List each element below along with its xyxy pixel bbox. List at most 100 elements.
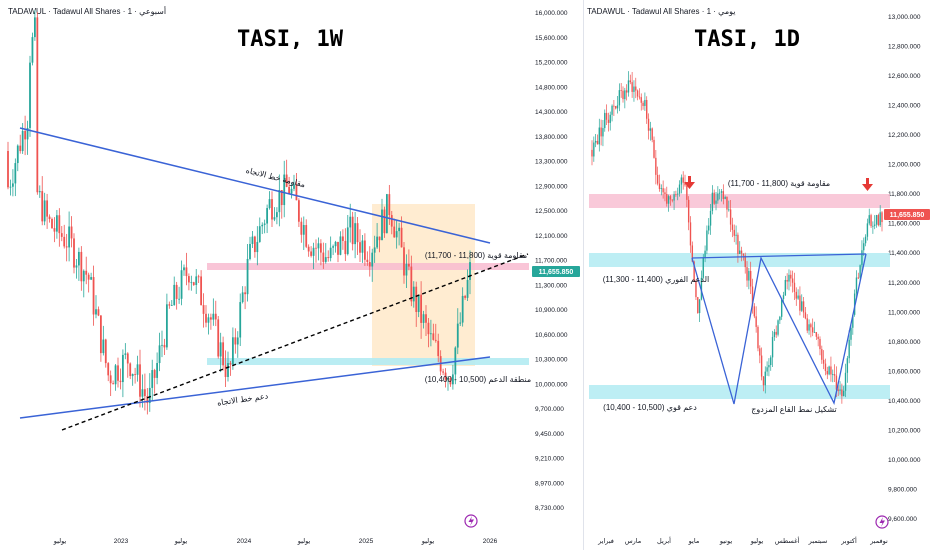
candle (183, 264, 185, 276)
candle (779, 315, 781, 325)
x-tick-label: مارس (625, 538, 642, 545)
candle (21, 123, 24, 154)
candle (207, 313, 210, 335)
weekly-trendlines (19, 127, 529, 431)
candle (708, 218, 710, 235)
candle (877, 213, 880, 227)
candle (656, 166, 659, 186)
candle (715, 191, 717, 211)
candle (136, 355, 139, 382)
candle (222, 336, 225, 371)
candle (434, 323, 437, 343)
candle (90, 272, 93, 281)
candle (864, 234, 867, 247)
y-tick-label: 10,600.000 (535, 332, 568, 339)
candle (687, 196, 690, 231)
candle (733, 224, 735, 243)
candle (288, 176, 291, 195)
y-tick-label: 10,900.000 (535, 307, 568, 314)
candle (227, 351, 229, 382)
candle (368, 246, 371, 277)
candle (447, 376, 449, 391)
candle (58, 208, 61, 247)
candle (383, 206, 386, 238)
y-tick-label: 13,000.000 (888, 14, 921, 21)
candle (165, 293, 168, 350)
x-tick-label: يونيو (719, 538, 732, 545)
x-tick-label: فبراير (597, 538, 614, 545)
x-tick-label: 2024 (237, 538, 252, 545)
candle (73, 233, 75, 274)
y-tick-label: 11,000.000 (888, 309, 920, 316)
candle (697, 296, 699, 314)
candle (109, 370, 112, 397)
candle (749, 261, 752, 295)
y-tick-label: 10,800.000 (888, 339, 921, 346)
candle (667, 194, 670, 212)
candle (677, 187, 679, 201)
candle (425, 305, 427, 336)
candle (231, 327, 234, 370)
candle (349, 203, 352, 243)
candle (305, 219, 308, 249)
candle (178, 286, 181, 304)
candle (209, 313, 212, 330)
candle (85, 256, 88, 285)
candle (811, 318, 814, 337)
candle (312, 242, 315, 270)
trend-support-label: دعم خط الاتجاه (217, 391, 270, 407)
candle (190, 275, 193, 291)
candle (618, 83, 621, 112)
weekly-last-price-tag: 11,655.850 (532, 266, 580, 277)
candle (324, 243, 327, 264)
y-tick-label: 10,000.000 (535, 381, 568, 388)
candle (82, 269, 85, 298)
candle (302, 216, 305, 251)
candle (432, 323, 435, 341)
candle (139, 349, 141, 408)
candle (241, 286, 244, 304)
candle (638, 88, 641, 100)
candle (187, 273, 190, 291)
candle (600, 119, 602, 146)
candle (161, 330, 163, 358)
candle (655, 150, 657, 185)
candle (26, 120, 29, 155)
candle (148, 373, 151, 412)
candle (285, 159, 288, 188)
candle (689, 216, 692, 253)
y-tick-label: 10,000.000 (888, 457, 921, 464)
candle (214, 300, 217, 327)
x-tick-label: أكتوبر (840, 536, 857, 545)
double-bottom-pattern-line (691, 253, 867, 405)
candle (602, 119, 604, 147)
candle (427, 317, 430, 348)
x-tick-label: نوفمبر (869, 538, 888, 545)
candle (646, 96, 648, 124)
y-tick-label: 12,800.000 (888, 44, 921, 51)
candle (310, 246, 313, 258)
candle (261, 222, 264, 235)
y-tick-label: 11,800.000 (888, 191, 920, 198)
candle (273, 207, 276, 222)
daily-chart-title: TASI, 1D (694, 27, 800, 52)
y-tick-label: 12,900.000 (535, 183, 568, 190)
candle (746, 261, 748, 287)
daily-annotations: مقاومة قوية (11,800 - 11,700) الدعم الفو… (603, 179, 837, 414)
candle (378, 236, 381, 253)
tradingview-logo-left[interactable] (464, 514, 478, 528)
candle (850, 323, 852, 346)
candle (293, 174, 295, 192)
candle (879, 205, 881, 228)
candle (361, 234, 364, 263)
tradingview-logo-right[interactable] (875, 515, 889, 529)
candle (671, 199, 673, 203)
candle (339, 231, 342, 256)
candle (686, 182, 688, 208)
y-tick-label: 11,700.000 (535, 258, 567, 265)
candle (36, 12, 39, 195)
candle (757, 325, 759, 352)
candle (229, 360, 232, 376)
candle (790, 270, 792, 287)
neckline (691, 253, 867, 259)
